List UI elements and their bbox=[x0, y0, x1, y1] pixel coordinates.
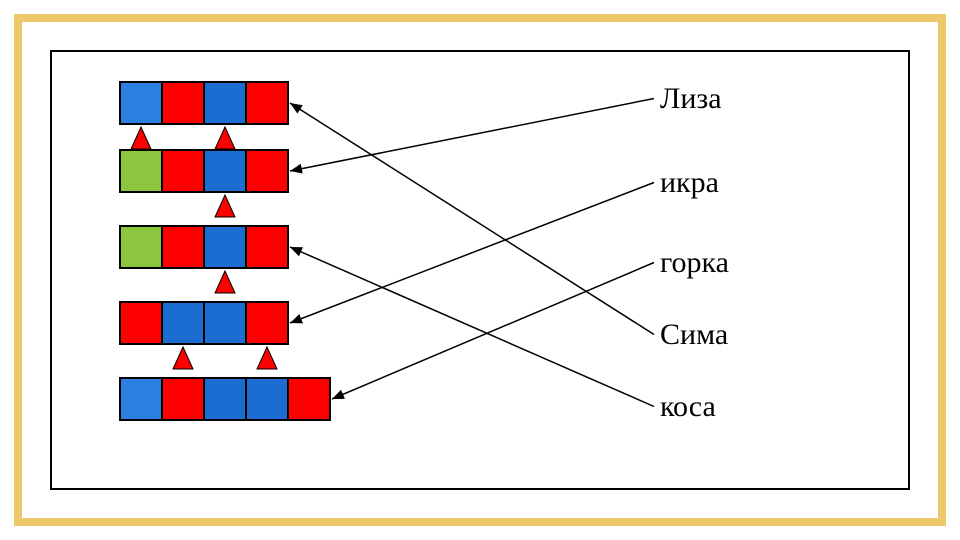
pattern-row-3 bbox=[120, 302, 288, 369]
match-arrow-1 bbox=[290, 183, 654, 324]
stress-triangle-icon bbox=[215, 127, 235, 149]
match-arrow-2 bbox=[332, 263, 654, 400]
cell bbox=[204, 226, 246, 268]
svg-layer bbox=[0, 0, 960, 540]
cell bbox=[162, 82, 204, 124]
cell bbox=[204, 302, 246, 344]
cell bbox=[120, 226, 162, 268]
cell bbox=[162, 150, 204, 192]
cell bbox=[246, 378, 288, 420]
cell bbox=[246, 150, 288, 192]
word-label-4: коса bbox=[660, 390, 716, 424]
stress-triangle-icon bbox=[173, 347, 193, 369]
cell bbox=[120, 150, 162, 192]
cell bbox=[288, 378, 330, 420]
cell bbox=[204, 150, 246, 192]
cell bbox=[120, 378, 162, 420]
cell bbox=[246, 302, 288, 344]
word-label-3: Сима bbox=[660, 318, 728, 352]
word-label-1: икра bbox=[660, 166, 719, 200]
stress-triangle-icon bbox=[257, 347, 277, 369]
cell bbox=[246, 226, 288, 268]
cell bbox=[162, 378, 204, 420]
pattern-row-2 bbox=[120, 226, 288, 293]
cell bbox=[246, 82, 288, 124]
cell bbox=[162, 226, 204, 268]
stress-triangle-icon bbox=[215, 195, 235, 217]
match-arrow-0 bbox=[290, 99, 654, 172]
match-arrow-4 bbox=[290, 247, 654, 407]
word-label-0: Лиза bbox=[660, 82, 722, 116]
cell bbox=[120, 302, 162, 344]
pattern-row-1 bbox=[120, 150, 288, 217]
cell bbox=[162, 302, 204, 344]
match-arrow-3 bbox=[290, 103, 654, 335]
pattern-row-0 bbox=[120, 82, 288, 149]
cell bbox=[120, 82, 162, 124]
stress-triangle-icon bbox=[131, 127, 151, 149]
pattern-row-4 bbox=[120, 378, 330, 420]
word-label-2: горка bbox=[660, 246, 729, 280]
cell bbox=[204, 82, 246, 124]
cell bbox=[204, 378, 246, 420]
stress-triangle-icon bbox=[215, 271, 235, 293]
